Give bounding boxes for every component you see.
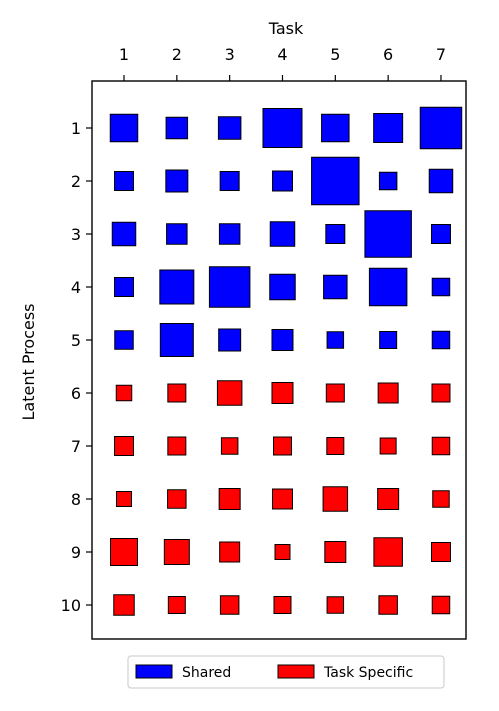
square-task-specific [219, 541, 241, 563]
square-task-specific [163, 539, 190, 565]
square-task-specific [115, 384, 133, 402]
square-task-specific [116, 491, 132, 507]
square-shared [269, 221, 296, 247]
square-task-specific [271, 382, 294, 404]
square-task-specific [326, 437, 345, 455]
square-shared [364, 210, 412, 258]
legend-swatch-task-specific [277, 664, 315, 679]
square-task-specific [326, 596, 345, 614]
square-shared [217, 116, 242, 140]
x-tick-label: 1 [119, 45, 129, 64]
square-task-specific [167, 596, 186, 614]
legend-label-task-specific: Task Specific [323, 665, 413, 681]
square-shared [378, 171, 398, 191]
y-axis-label: Latent Process [19, 303, 38, 420]
x-axis-label: Task [268, 19, 304, 38]
square-shared [373, 113, 404, 143]
square-shared [368, 267, 408, 307]
square-shared [218, 223, 241, 245]
square-shared [379, 331, 398, 349]
square-task-specific [271, 488, 293, 510]
square-task-specific [432, 490, 450, 508]
square-shared [262, 108, 303, 148]
square-task-specific [110, 538, 138, 566]
x-tick-label: 6 [383, 45, 393, 64]
y-tick-label: 10 [61, 596, 81, 615]
square-shared [430, 224, 451, 244]
square-shared [325, 224, 346, 244]
square-task-specific [377, 382, 399, 404]
y-tick-label: 5 [71, 331, 81, 350]
square-task-specific [167, 436, 187, 456]
square-shared [269, 273, 296, 301]
square-task-specific [325, 383, 345, 403]
square-task-specific [379, 437, 397, 455]
y-tick-label: 2 [71, 172, 81, 191]
square-shared [271, 329, 294, 351]
square-shared [114, 330, 134, 350]
square-shared [323, 274, 348, 300]
square-task-specific [274, 544, 291, 560]
square-task-specific [219, 595, 240, 615]
square-shared [159, 323, 194, 357]
square-shared [419, 106, 463, 150]
square-task-specific [324, 541, 347, 563]
x-tick-label: 2 [172, 45, 182, 64]
x-tick-label: 4 [277, 45, 287, 64]
square-task-specific [218, 488, 241, 510]
x-tick-label: 5 [330, 45, 340, 64]
x-tick-label: 3 [225, 45, 235, 64]
legend-swatch-shared [135, 664, 173, 679]
square-shared [326, 331, 345, 349]
square-shared [431, 330, 451, 350]
square-shared [271, 170, 293, 192]
square-task-specific [373, 537, 403, 567]
x-tick-label: 7 [436, 45, 446, 64]
y-tick-label: 6 [71, 384, 81, 403]
square-shared [219, 171, 240, 191]
y-tick-label: 9 [71, 543, 81, 562]
y-tick-label: 8 [71, 490, 81, 509]
square-shared [431, 277, 451, 297]
square-task-specific [113, 594, 135, 616]
x-axis-ticks: 1 2 3 4 5 6 7 [119, 45, 446, 81]
y-tick-label: 3 [71, 225, 81, 244]
square-task-specific [216, 380, 243, 406]
square-task-specific [167, 489, 187, 509]
y-tick-label: 7 [71, 437, 81, 456]
square-shared [114, 171, 134, 191]
square-shared [321, 113, 350, 143]
square-shared [114, 277, 134, 297]
square-task-specific [430, 542, 451, 562]
square-task-specific [377, 488, 400, 510]
square-task-specific [220, 437, 239, 455]
y-tick-label: 4 [71, 278, 81, 297]
legend: Shared Task Specific [127, 655, 445, 689]
hinton-squares [109, 106, 463, 616]
square-shared [159, 269, 195, 305]
square-task-specific [273, 596, 292, 614]
square-shared [165, 116, 189, 140]
square-task-specific [114, 436, 134, 456]
square-shared [208, 266, 251, 308]
square-shared [428, 168, 454, 194]
square-task-specific [272, 436, 292, 456]
legend-label-shared: Shared [182, 665, 231, 681]
y-tick-label: 1 [71, 119, 81, 138]
square-shared [109, 113, 139, 143]
square-shared [311, 156, 360, 206]
square-shared [111, 221, 137, 247]
square-shared [218, 328, 242, 352]
square-task-specific [431, 383, 451, 403]
square-task-specific [378, 595, 398, 615]
square-task-specific [167, 383, 187, 403]
square-task-specific [322, 486, 349, 512]
y-axis-ticks: 1 2 3 4 5 6 7 8 9 10 [61, 119, 92, 615]
square-task-specific [431, 436, 451, 456]
square-task-specific [431, 595, 451, 615]
square-shared [166, 223, 188, 245]
square-shared [165, 169, 189, 193]
